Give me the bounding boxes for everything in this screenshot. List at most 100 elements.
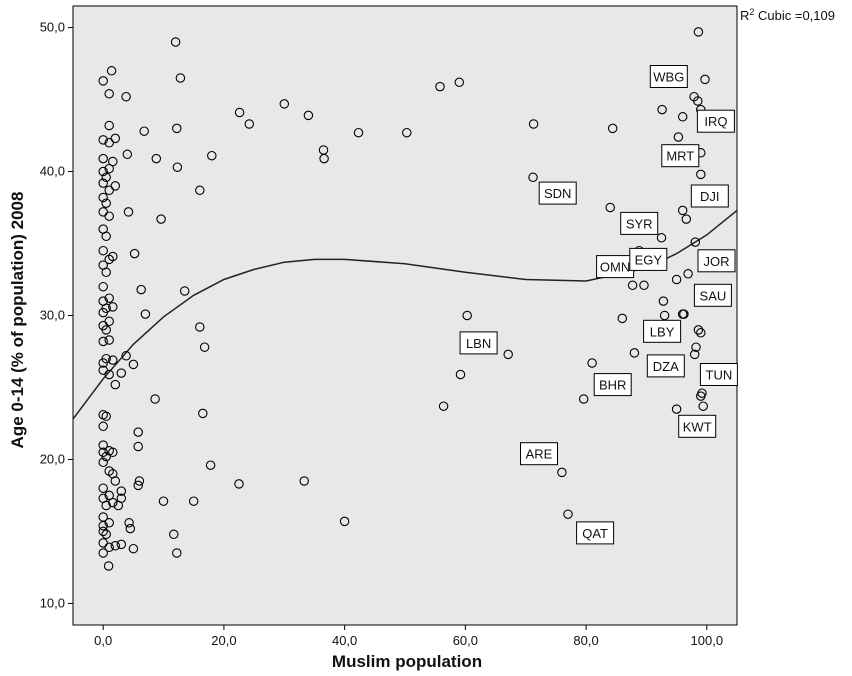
data-point: [679, 309, 689, 319]
data-point: [693, 96, 703, 106]
data-point: [528, 119, 539, 129]
data-point: [128, 359, 139, 370]
x-tick-label: 60,0: [453, 633, 478, 648]
country-label-text: EGY: [635, 252, 663, 267]
data-point: [125, 523, 136, 534]
data-point: [128, 543, 139, 554]
country-label-box: [697, 249, 736, 273]
data-point: [116, 486, 127, 496]
country-label: SYR: [620, 211, 659, 235]
data-point: [234, 107, 245, 118]
data-point: [110, 541, 121, 551]
data-point: [454, 77, 465, 88]
data-point: [98, 457, 108, 468]
data-point: [98, 153, 108, 164]
data-point: [104, 120, 114, 131]
y-tick-label: 30,0: [40, 308, 65, 323]
country-label-box: [593, 373, 632, 397]
data-point: [121, 351, 131, 361]
data-point: [104, 89, 114, 99]
data-point: [98, 526, 108, 537]
data-point: [98, 440, 108, 450]
country-label-text: SYR: [626, 216, 653, 231]
country-label-text: LBN: [466, 336, 491, 351]
data-point: [435, 81, 445, 92]
data-point: [98, 548, 108, 558]
data-point: [693, 325, 704, 335]
r2-annotation: R2 Cubic =0,109: [740, 7, 835, 23]
data-point: [106, 66, 117, 76]
country-label-box: [678, 414, 717, 438]
data-point: [98, 135, 108, 145]
data-point: [101, 172, 111, 183]
data-point: [659, 310, 670, 321]
country-label: MRT: [661, 144, 700, 168]
data-point: [101, 529, 111, 540]
country-label: DZA: [646, 354, 685, 378]
data-point: [671, 404, 682, 414]
data-point: [234, 479, 244, 489]
country-label: OMN: [596, 255, 635, 279]
data-point: [673, 132, 684, 142]
data-point: [98, 166, 108, 177]
data-point: [133, 480, 143, 491]
data-point: [133, 427, 143, 437]
data-point: [108, 302, 118, 312]
country-label-text: MRT: [666, 149, 694, 164]
country-label: KWT: [678, 414, 717, 438]
country-label-box: [643, 319, 682, 343]
country-label-box: [620, 211, 659, 235]
data-point: [188, 496, 199, 506]
data-point: [108, 156, 118, 167]
plot-area: [72, 5, 738, 626]
y-axis-title: Age 0-14 (% of population) 2008: [8, 192, 27, 449]
data-point: [629, 348, 640, 358]
data-point: [339, 516, 350, 527]
data-point: [108, 355, 118, 365]
data-point: [110, 181, 121, 191]
country-label-text: BHR: [599, 378, 626, 393]
country-label-text: KWT: [683, 419, 712, 434]
data-point: [101, 198, 111, 208]
country-label-box: [649, 65, 688, 88]
country-label-box: [629, 247, 668, 271]
data-point: [98, 192, 108, 203]
data-point: [101, 325, 111, 335]
data-point: [108, 251, 118, 262]
country-label-box: [690, 184, 729, 208]
data-point: [557, 467, 567, 478]
data-point: [353, 127, 364, 138]
data-point: [101, 267, 111, 278]
country-label: QAT: [576, 521, 615, 545]
country-label-text: DJI: [700, 189, 720, 204]
data-point: [158, 496, 169, 506]
country-label: BHR: [593, 373, 632, 397]
country-label: LBN: [459, 331, 498, 355]
data-point: [528, 172, 538, 183]
data-point: [101, 411, 111, 422]
data-point: [121, 91, 131, 102]
data-point: [110, 379, 121, 390]
country-label: WBG: [649, 65, 688, 88]
country-label: EGY: [629, 247, 668, 271]
data-point: [319, 153, 329, 164]
data-point: [207, 150, 217, 161]
data-point: [140, 309, 151, 319]
country-label-box: [459, 331, 498, 355]
data-point: [677, 205, 688, 216]
data-point: [172, 548, 182, 558]
country-label-text: JOR: [704, 254, 730, 269]
data-point: [438, 401, 449, 411]
data-point: [151, 153, 162, 164]
data-point: [101, 303, 111, 314]
data-point: [671, 274, 682, 285]
data-point: [578, 394, 589, 404]
data-point: [677, 112, 688, 122]
country-label-box: [699, 363, 738, 386]
x-tick-label: 20,0: [211, 633, 236, 648]
data-point: [195, 185, 205, 196]
data-point: [455, 369, 466, 380]
country-label: JOR: [697, 249, 736, 273]
data-point: [303, 110, 314, 121]
